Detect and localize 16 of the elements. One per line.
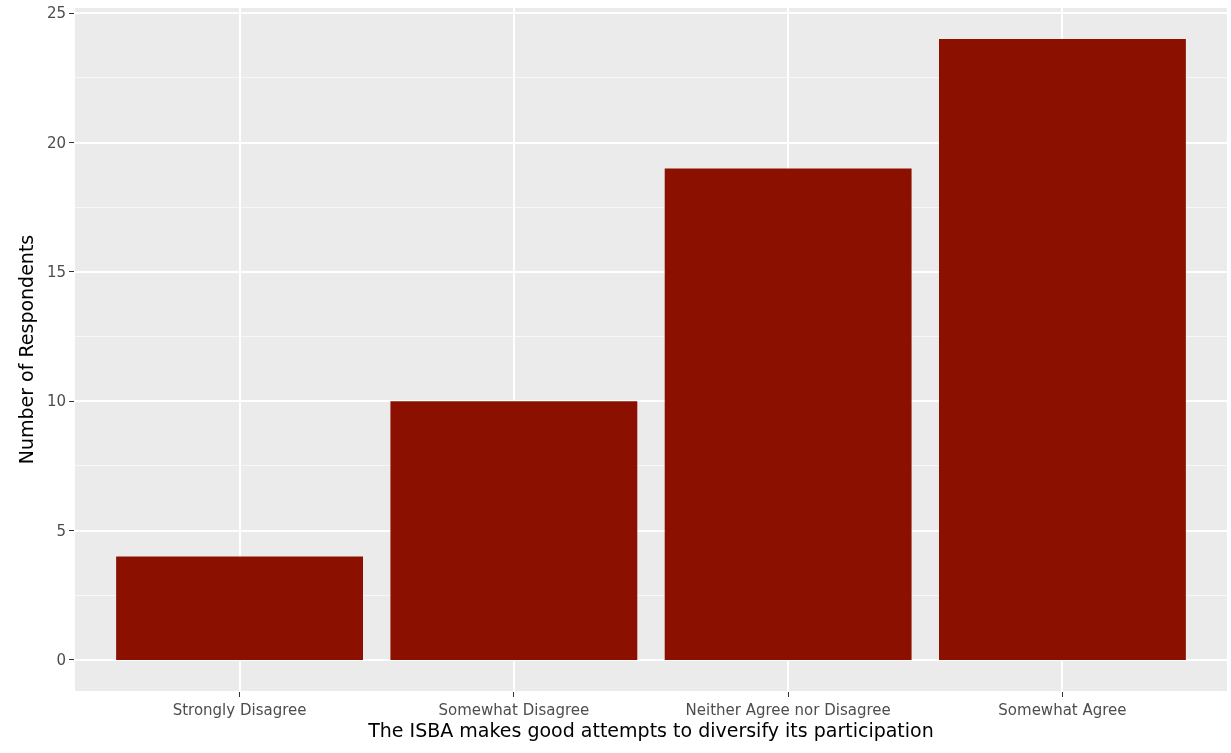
bar bbox=[939, 39, 1186, 660]
y-tick-label: 10 bbox=[46, 392, 66, 411]
bar bbox=[664, 168, 912, 660]
x-axis-title: The ISBA makes good attempts to diversify its participation bbox=[367, 719, 934, 741]
y-tick-label: 5 bbox=[56, 521, 66, 540]
bar bbox=[390, 401, 638, 660]
y-tick-label: 20 bbox=[46, 133, 66, 152]
y-tick-label: 25 bbox=[46, 4, 66, 23]
bar bbox=[116, 556, 363, 660]
y-tick-label: 0 bbox=[56, 651, 66, 670]
x-tick-label: Neither Agree nor Disagree bbox=[685, 701, 891, 719]
y-axis-title: Number of Respondents bbox=[14, 234, 37, 465]
x-tick-label: Somewhat Agree bbox=[998, 701, 1127, 719]
x-tick-label: Strongly Disagree bbox=[172, 701, 307, 719]
x-tick-label: Somewhat Disagree bbox=[438, 701, 590, 719]
y-tick-label: 15 bbox=[46, 263, 66, 282]
